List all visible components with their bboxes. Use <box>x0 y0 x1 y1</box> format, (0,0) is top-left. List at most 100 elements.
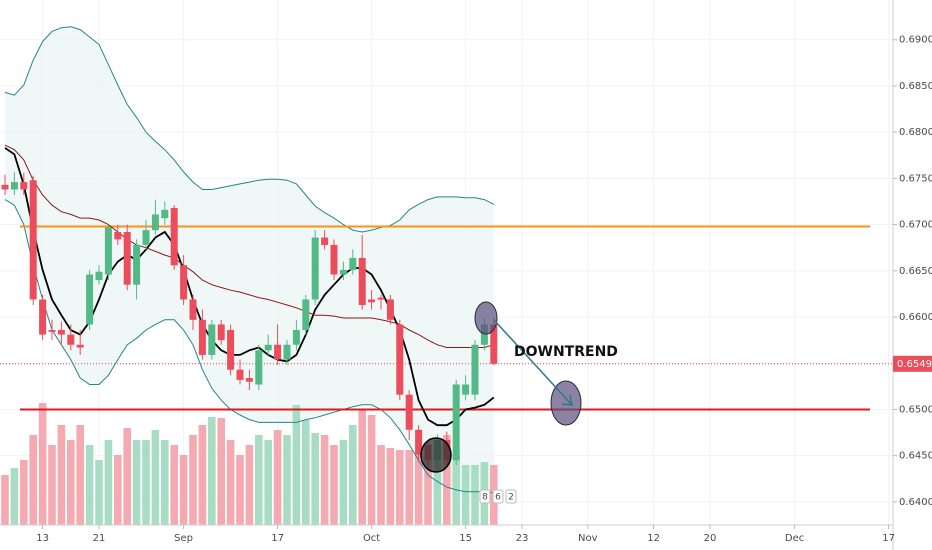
volume-bar <box>29 435 37 525</box>
volume-bar <box>198 425 207 525</box>
x-tick-label: 21 <box>93 533 106 544</box>
volume-bar <box>85 445 94 525</box>
candle-body <box>114 231 122 240</box>
candle-body <box>292 329 300 345</box>
x-tick-label: 23 <box>516 533 529 544</box>
candle-body <box>396 324 404 395</box>
x-tick-label: 15 <box>459 533 472 544</box>
candle-body <box>10 182 18 190</box>
candle-body <box>368 299 376 303</box>
candle-body <box>405 394 413 430</box>
candle-body <box>462 384 470 395</box>
volume-bar <box>311 433 319 525</box>
volume-bar <box>226 440 235 525</box>
candle-body <box>245 378 253 382</box>
candle-body <box>490 324 498 364</box>
candle-body <box>339 269 347 275</box>
candle-body <box>29 180 37 300</box>
volume-bar <box>151 430 160 525</box>
volume-bar <box>38 403 47 525</box>
volume-bar <box>255 435 263 525</box>
volume-bar <box>339 440 348 525</box>
volume-bar <box>179 455 188 525</box>
candle-body <box>321 237 329 245</box>
candle-body <box>415 429 423 455</box>
band-line <box>4 199 494 494</box>
candle-body <box>95 271 103 281</box>
band-fill <box>5 26 494 493</box>
candle-body <box>283 344 291 360</box>
volume-bar <box>273 430 282 525</box>
x-tick-label: Nov <box>578 533 598 544</box>
volume-bar <box>396 450 404 525</box>
candle-body <box>67 334 75 345</box>
candle-body <box>264 344 272 351</box>
circle-marker <box>550 380 582 426</box>
candle-body <box>104 227 112 275</box>
volume-bar <box>320 435 329 525</box>
volume-bar <box>367 415 376 525</box>
candle-body <box>170 207 178 266</box>
candle-body <box>142 230 150 245</box>
volume-bar <box>443 435 451 525</box>
volume-bar <box>104 440 113 525</box>
volume-bar <box>377 445 385 525</box>
x-tick-label: 12 <box>647 533 660 544</box>
volume-bar <box>283 435 291 525</box>
last-price-tag <box>893 355 932 372</box>
volume-bar <box>217 418 225 525</box>
volume-bar <box>386 448 395 525</box>
volume-bar <box>292 405 301 525</box>
candle-body <box>161 209 169 219</box>
volume-bar <box>358 410 366 525</box>
volume-bar <box>424 460 432 525</box>
event-marker <box>505 489 517 504</box>
volume-bar <box>208 417 216 525</box>
x-tick-label: Dec <box>785 533 804 544</box>
candle-body <box>198 319 206 355</box>
x-tick-label: 17 <box>882 533 895 544</box>
volume-bar <box>48 445 56 525</box>
volume-bar <box>76 425 84 525</box>
volume-bar <box>405 450 413 525</box>
candle-body <box>236 369 244 380</box>
candle-body <box>227 329 235 370</box>
volume-bar <box>161 440 169 525</box>
volume-bar <box>236 455 244 525</box>
candle-body <box>86 274 94 325</box>
candle-body <box>189 299 197 320</box>
candle-body <box>452 384 460 461</box>
arrow <box>493 319 573 406</box>
candle-body <box>217 324 225 341</box>
candle-body <box>208 324 216 355</box>
volume <box>1 403 498 525</box>
event-marker <box>479 489 491 504</box>
candle-body <box>76 344 84 348</box>
moving-average <box>4 144 494 348</box>
candle-body <box>480 324 488 345</box>
volume-bar <box>20 460 28 525</box>
volume-bar <box>330 445 338 525</box>
indicators <box>0 26 893 494</box>
volume-bar <box>245 445 254 525</box>
circle-marker <box>474 301 498 335</box>
candle-body <box>349 257 357 270</box>
event-marker-label: 6 <box>495 493 501 503</box>
annotation: DOWNTREND <box>514 344 618 360</box>
volume-bar <box>67 440 75 525</box>
moving-average <box>4 147 495 427</box>
candle-body <box>123 231 131 285</box>
volume-bar <box>132 440 141 525</box>
candle-body <box>302 299 310 330</box>
volume-bar <box>57 425 66 525</box>
x-tick-label: Oct <box>363 533 380 544</box>
